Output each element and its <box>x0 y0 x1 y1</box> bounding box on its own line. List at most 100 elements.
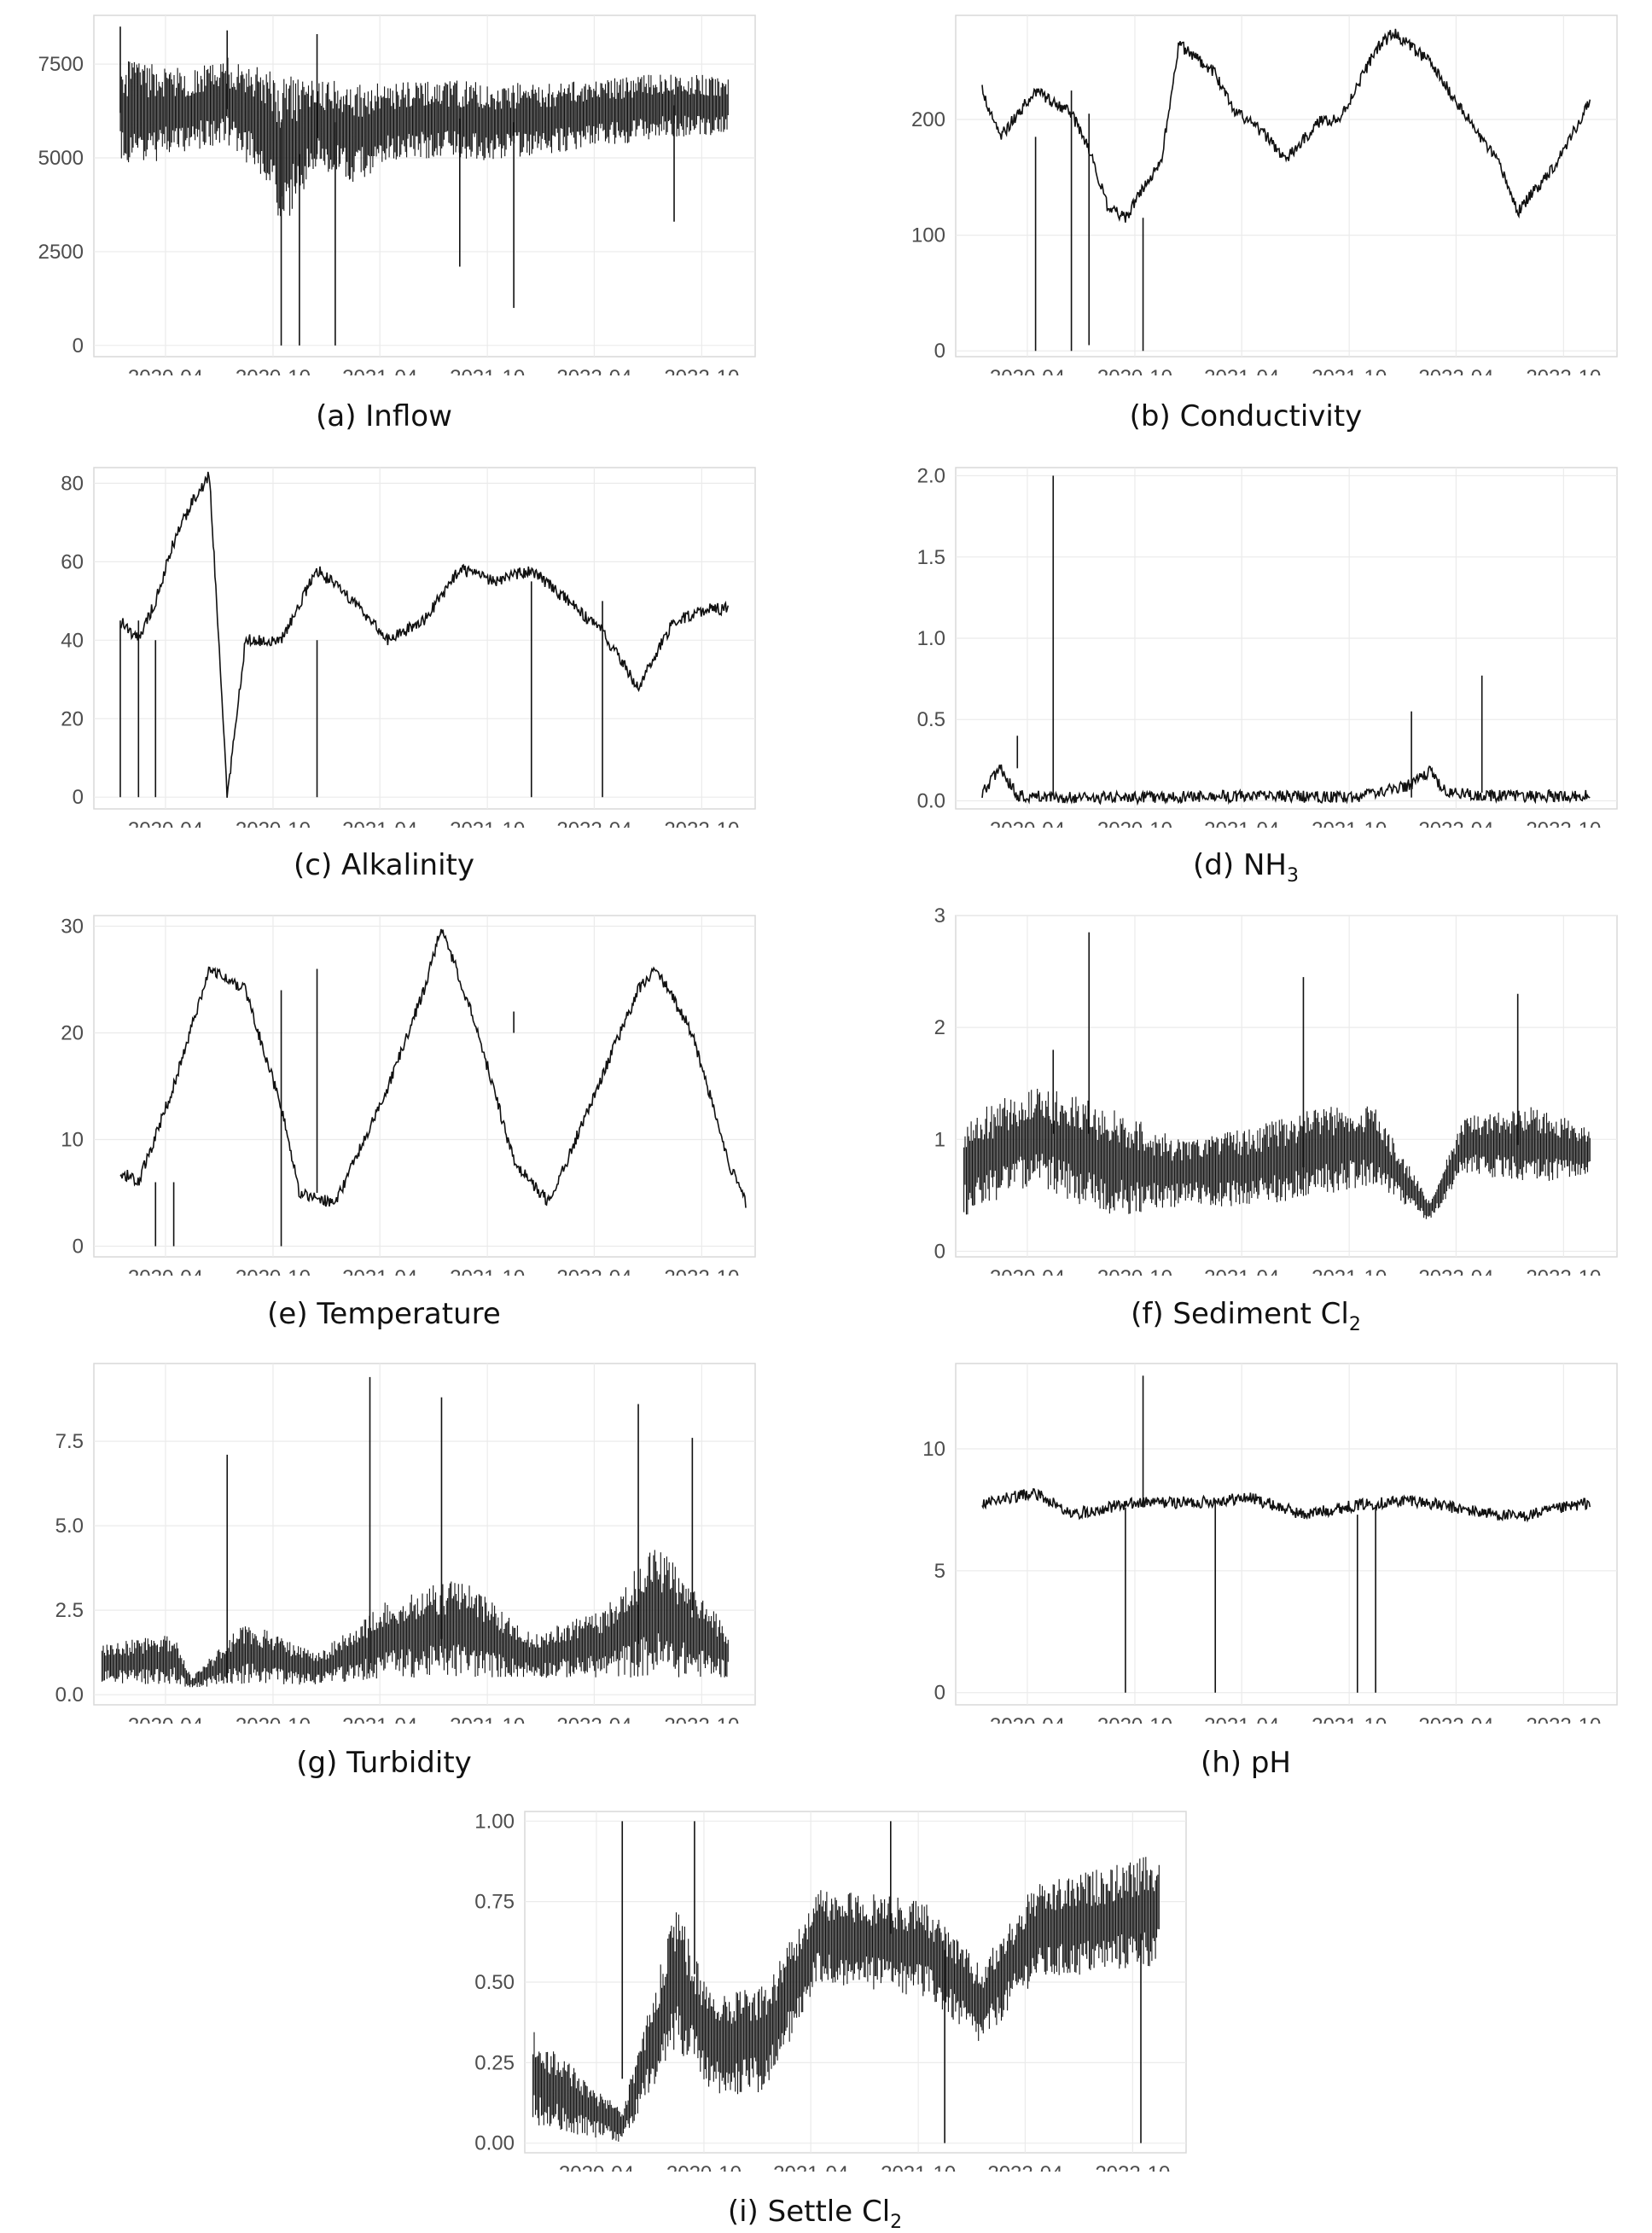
series-i <box>532 1821 1160 2143</box>
x-tick-label: 2020-10 <box>236 366 311 375</box>
x-tick-label: 2020-10 <box>1097 366 1172 375</box>
x-tick-label: 2020-04 <box>559 2162 634 2172</box>
series-band <box>963 1089 1591 1219</box>
y-tick-label: 200 <box>911 108 945 131</box>
x-tick-label: 2020-10 <box>1097 818 1172 828</box>
panel-h: 0 5 10 2020-04 2020-10 2021-04 2021-10 2022-04 2… <box>862 1348 1630 1792</box>
x-tick-label: 2022-10 <box>1526 366 1601 375</box>
series-d <box>981 475 1591 806</box>
plot-frame <box>955 1363 1618 1706</box>
x-tick-label: 2020-04 <box>128 1714 203 1724</box>
y-tick-label: 2 <box>934 1016 945 1039</box>
x-tick-label: 2022-10 <box>664 818 739 828</box>
y-tick-label: 20 <box>61 1022 84 1045</box>
y-tick-label: 0.0 <box>917 789 945 812</box>
panel-e: 0 10 20 30 2020-04 2020-10 2021-04 2021-10 2022-… <box>0 900 768 1344</box>
x-tick-label: 2021-10 <box>450 1266 525 1276</box>
y-tick-label: 0.50 <box>474 1971 515 1994</box>
chart-b: 0 100 200 2020-04 2020-10 2021-04 2021-10 2022-… <box>911 15 1618 375</box>
chart-c: 0 20 40 60 80 2020-04 2020-10 2021-04 2021-10 202… <box>61 467 756 828</box>
y-tick-label: 1.5 <box>917 546 945 569</box>
y-tick-label: 0 <box>73 786 84 809</box>
y-tick-label: 1.00 <box>474 1810 515 1833</box>
panel-g: 0.0 2.5 5.0 7.5 2020-04 2020-10 2021-04 2021-10… <box>0 1348 768 1792</box>
x-tick-label: 2022-10 <box>664 1714 739 1724</box>
x-tick-label: 2021-10 <box>1312 1714 1387 1724</box>
caption-i: (i) Settle Cl2 <box>727 2195 903 2233</box>
x-tick-label: 2021-04 <box>342 818 417 828</box>
caption-d: (d) NH3 <box>1193 848 1299 887</box>
x-tick-label: 2021-04 <box>773 2162 848 2172</box>
x-tick-label: 2021-04 <box>342 366 417 375</box>
series-g <box>102 1376 729 1688</box>
x-tick-label: 2022-10 <box>664 1266 739 1276</box>
x-tick-label: 2022-04 <box>1418 1266 1493 1276</box>
x-tick-label: 2022-04 <box>1418 818 1493 828</box>
y-tick-label: 100 <box>911 224 945 247</box>
y-tick-label: 5000 <box>38 147 84 170</box>
y-tick-label: 0 <box>73 334 84 358</box>
series-f <box>963 932 1591 1219</box>
x-tick-label: 2022-10 <box>1526 1714 1601 1724</box>
series-line <box>119 928 747 1208</box>
y-tick-label: 20 <box>61 707 84 730</box>
caption-a: (a) Inflow <box>316 399 452 433</box>
y-tick-label: 1 <box>934 1128 945 1151</box>
x-tick-label: 2022-04 <box>556 1266 631 1276</box>
x-tick-label: 2021-10 <box>1312 366 1387 375</box>
y-tick-label: 7.5 <box>55 1430 84 1453</box>
x-tick-label: 2020-04 <box>990 366 1065 375</box>
y-tick-label: 0 <box>934 340 945 363</box>
y-tick-label: 5 <box>934 1560 945 1583</box>
chart-a: 0 2500 5000 7500 2020-04 2020-10 2021-04 2021-1… <box>38 15 756 375</box>
x-tick-label: 2022-04 <box>556 818 631 828</box>
panel-b: 0 100 200 2020-04 2020-10 2021-04 2021-10 2022-… <box>862 0 1630 444</box>
x-tick-label: 2022-10 <box>1526 1266 1601 1276</box>
x-tick-label: 2020-04 <box>990 1266 1065 1276</box>
series-line <box>119 471 730 798</box>
plot-frame <box>955 915 1618 1258</box>
chart-e: 0 10 20 30 2020-04 2020-10 2021-04 2021-10 2022-… <box>61 915 756 1276</box>
y-tick-label: 5.0 <box>55 1515 84 1538</box>
y-tick-label: 2.5 <box>55 1599 84 1622</box>
x-tick-label: 2021-10 <box>1312 1266 1387 1276</box>
x-tick-label: 2022-10 <box>1526 818 1601 828</box>
plot-frame <box>93 15 756 358</box>
x-tick-label: 2020-04 <box>990 1714 1065 1724</box>
x-tick-label: 2022-04 <box>556 1714 631 1724</box>
y-tick-label: 3 <box>934 904 945 928</box>
y-tick-label: 0.75 <box>474 1891 515 1914</box>
panel-d: 0.0 0.5 1.0 1.5 2.0 2020-04 2020-10 2021-04 2021… <box>862 452 1630 896</box>
y-tick-label: 0 <box>934 1240 945 1263</box>
x-tick-label: 2021-10 <box>881 2162 956 2172</box>
series-band <box>532 1857 1160 2142</box>
series-a <box>119 26 729 346</box>
series-b <box>981 28 1591 352</box>
y-tick-label: 10 <box>922 1438 945 1461</box>
y-tick-label: 60 <box>61 550 84 573</box>
caption-f: (f) Sediment Cl2 <box>1131 1297 1361 1335</box>
x-tick-label: 2021-04 <box>1204 366 1279 375</box>
panel-i: 0.00 0.25 0.50 0.75 1.00 2020-04 2020-10 2021-0… <box>431 1796 1199 2230</box>
series-line <box>981 1488 1591 1523</box>
caption-b: (b) Conductivity <box>1129 399 1363 433</box>
x-tick-label: 2022-10 <box>664 366 739 375</box>
chart-f: 0 1 2 3 2020-04 2020-10 2021-04 2021-10 2022-04 2… <box>934 904 1618 1276</box>
panel-f: 0 1 2 3 2020-04 2020-10 2021-04 2021-10 2022-04 2… <box>862 900 1630 1344</box>
y-tick-label: 7500 <box>38 53 84 76</box>
x-tick-label: 2021-04 <box>1204 1266 1279 1276</box>
y-tick-label: 0.00 <box>474 2132 515 2155</box>
y-tick-label: 0.25 <box>474 2051 515 2074</box>
y-tick-label: 10 <box>61 1129 84 1152</box>
x-tick-label: 2020-10 <box>236 1266 311 1276</box>
x-tick-label: 2021-10 <box>450 1714 525 1724</box>
series-line <box>981 764 1591 806</box>
x-tick-label: 2021-04 <box>342 1266 417 1276</box>
series-e <box>119 928 747 1247</box>
panel-c: 0 20 40 60 80 2020-04 2020-10 2021-04 2021-10 202… <box>0 452 768 896</box>
y-tick-label: 2.0 <box>917 465 945 488</box>
plot-frame <box>93 467 756 810</box>
x-tick-label: 2022-04 <box>1418 1714 1493 1724</box>
series-band <box>102 1550 729 1688</box>
x-tick-label: 2022-04 <box>1418 366 1493 375</box>
